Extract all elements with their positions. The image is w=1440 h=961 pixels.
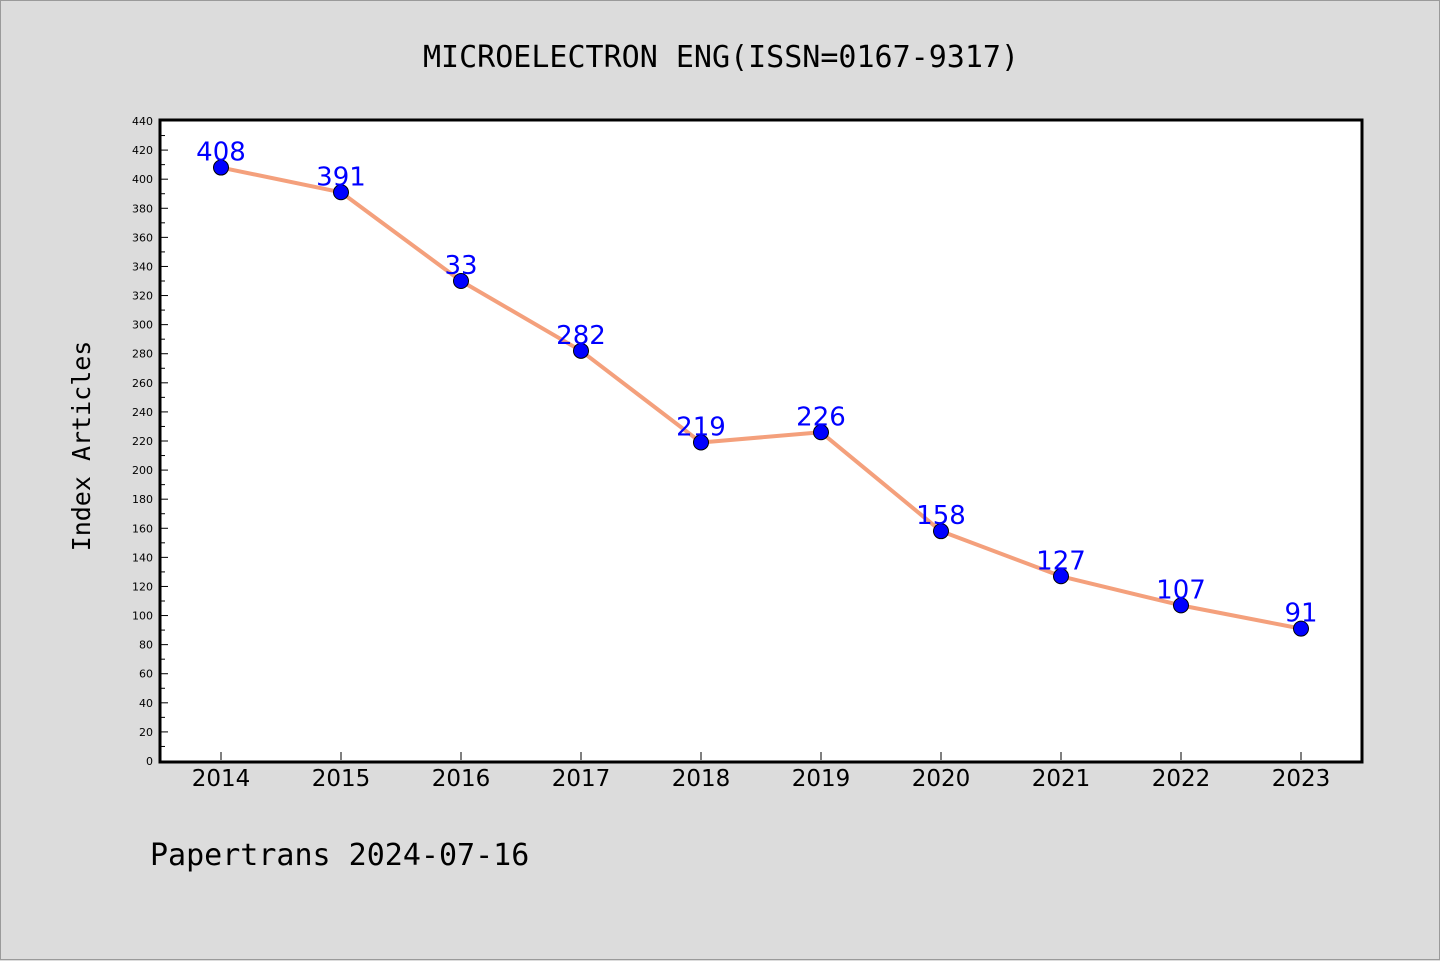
y-tick-label: 280	[132, 348, 153, 361]
data-label: 219	[676, 412, 726, 442]
data-label: 33	[444, 251, 477, 281]
y-tick-label: 160	[132, 522, 153, 535]
data-label: 107	[1156, 575, 1206, 605]
y-tick-label: 420	[132, 144, 153, 157]
y-tick-label: 120	[132, 580, 153, 593]
y-tick-label: 220	[132, 435, 153, 448]
y-tick-label: 100	[132, 610, 153, 623]
y-tick-label: 320	[132, 290, 153, 303]
x-tick-label: 2022	[1152, 766, 1211, 792]
data-label: 282	[556, 321, 606, 351]
y-tick-label: 0	[146, 755, 153, 768]
data-point	[453, 273, 469, 289]
y-tick-label: 60	[139, 668, 153, 681]
x-tick-label: 2023	[1272, 766, 1331, 792]
data-point	[933, 523, 949, 540]
x-tick-label: 2016	[432, 766, 491, 792]
y-tick-label: 300	[132, 319, 153, 332]
data-point	[1053, 568, 1069, 585]
data-point	[1173, 597, 1189, 614]
data-point	[813, 424, 829, 441]
series-line	[219, 165, 1303, 631]
x-tick-label: 2015	[312, 766, 371, 792]
y-tick-label: 20	[139, 726, 153, 739]
data-point	[213, 159, 229, 176]
data-label: 391	[316, 162, 366, 192]
data-point	[573, 342, 589, 359]
y-tick-label: 400	[132, 173, 153, 186]
y-tick-label: 80	[139, 639, 153, 652]
y-tick-label: 340	[132, 260, 153, 273]
y-tick-label: 440	[132, 115, 153, 128]
data-label: 158	[916, 501, 966, 531]
y-tick-label: 380	[132, 202, 153, 215]
series-line-group: 408 391 33 282 219 226 158 127 107 91	[196, 138, 1318, 637]
data-label: 127	[1036, 546, 1086, 576]
x-tick-label: 2018	[672, 766, 731, 792]
x-tick-label: 2019	[792, 766, 851, 792]
data-label: 408	[196, 138, 246, 168]
chart-title: MICROELECTRON ENG(ISSN=0167-9317)	[423, 40, 1019, 75]
data-point	[693, 434, 709, 451]
x-tick-label: 2014	[192, 766, 251, 792]
x-tick-label: 2020	[912, 766, 971, 792]
y-tick-label: 140	[132, 551, 153, 564]
x-axis: 2014 2015 2016 2017 2018 2019 2020 2021 2022 2023	[192, 752, 1331, 792]
y-tick-label: 200	[132, 464, 153, 477]
y-tick-label: 240	[132, 406, 153, 419]
y-tick-label: 40	[139, 697, 153, 710]
x-tick-label: 2021	[1032, 766, 1091, 792]
y-axis: 0 20 40 60 80 100 120 140 160 180 200 220 240 260 280 3…	[132, 115, 168, 768]
y-tick-label: 180	[132, 493, 153, 506]
x-tick-label: 2017	[552, 766, 611, 792]
y-tick-label: 360	[132, 231, 153, 244]
data-point	[1293, 620, 1309, 637]
data-point	[333, 184, 349, 201]
data-label: 91	[1284, 599, 1317, 629]
footer-source-date: Papertrans 2024-07-16	[150, 838, 529, 873]
data-label: 226	[796, 402, 846, 432]
plot-area	[158, 118, 1364, 764]
y-axis-label: Index Articles	[67, 341, 96, 552]
y-tick-label: 260	[132, 377, 153, 390]
